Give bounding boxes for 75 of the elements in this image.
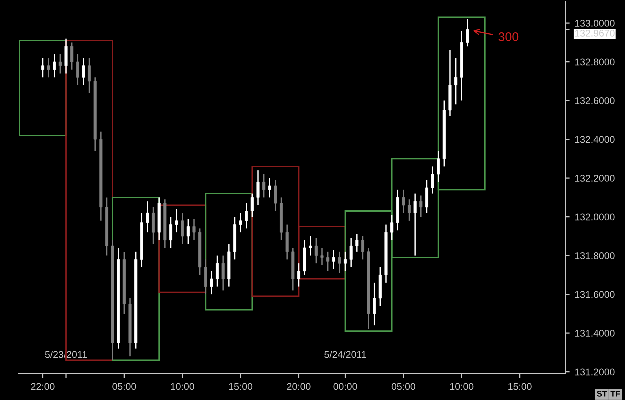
candlestick — [216, 255, 220, 288]
candlestick — [181, 212, 184, 245]
candlestick — [250, 193, 254, 218]
y-tick-label: 131.6000 — [575, 291, 615, 298]
candlestick — [420, 195, 423, 218]
y-tick-label: 132.2000 — [575, 175, 615, 182]
candlestick — [70, 42, 74, 70]
candlestick — [332, 249, 336, 270]
x-tick-label: 15:00 — [508, 383, 532, 390]
candlestick — [309, 236, 312, 256]
annotation: 300 — [498, 32, 519, 42]
x-tick-label: 10:00 — [450, 383, 474, 390]
x-tick-label: 05:00 — [392, 383, 416, 390]
candlestick — [41, 58, 45, 78]
candlestick — [425, 180, 428, 214]
candlestick — [53, 54, 56, 78]
candlestick — [414, 193, 417, 256]
candlestick — [356, 234, 359, 253]
candlestick — [454, 58, 458, 106]
x-tick-label: 15:00 — [229, 383, 253, 390]
candlestick — [239, 212, 242, 234]
y-tick-label: 133.0000 — [575, 20, 615, 27]
y-tick-label: 131.8000 — [575, 252, 615, 260]
candlestick — [64, 38, 68, 74]
candlestick — [186, 218, 190, 245]
candlestick — [286, 224, 289, 260]
candlestick — [88, 58, 92, 94]
candlestick — [47, 58, 50, 78]
candlestick — [378, 266, 382, 307]
candlestick — [373, 282, 376, 326]
candlestick — [303, 240, 306, 276]
x-tick-label: 00:00 — [334, 383, 358, 390]
y-tick-label: 131.4000 — [575, 330, 615, 337]
candlestick — [245, 202, 248, 230]
candlestick — [58, 54, 62, 74]
text: TF — [610, 391, 620, 397]
candlestick — [152, 206, 156, 245]
x-tick-label: 22:00 — [31, 383, 55, 390]
candlestick — [268, 178, 272, 198]
candlestick — [466, 18, 470, 48]
candlestick — [204, 259, 208, 296]
candlestick — [262, 174, 266, 198]
candlestick — [402, 189, 406, 214]
x2-tick-label: 5/24/2011 — [324, 351, 366, 358]
y-tick-label: 131.2000 — [575, 368, 615, 376]
candlestick — [175, 208, 178, 234]
text: ST — [597, 390, 608, 397]
candlestick — [297, 262, 300, 288]
candlestick — [344, 251, 348, 272]
candlestick — [210, 270, 214, 296]
candlestick — [408, 199, 412, 222]
candlestick — [169, 216, 172, 249]
candlestick — [361, 236, 364, 260]
y-tick-label: 132.8000 — [575, 58, 615, 66]
x-tick-label: 10:00 — [171, 383, 194, 390]
candlestick — [437, 150, 440, 183]
candlestick — [320, 247, 324, 266]
candlestick — [326, 251, 330, 272]
candlestick — [256, 170, 260, 206]
candlestick — [431, 166, 434, 194]
x-tick-label: 05:00 — [112, 383, 136, 390]
candlestick — [350, 238, 353, 268]
candlestick — [314, 238, 318, 264]
candlestick — [222, 255, 225, 292]
candlestick — [146, 200, 150, 234]
candlestick — [192, 218, 196, 241]
candlestick — [82, 58, 86, 86]
x-tick-label: 20:00 — [287, 383, 311, 390]
y-tick-label: 132.6000 — [575, 98, 615, 104]
candlestick — [338, 251, 342, 274]
y-tick-label: 132.4000 — [575, 136, 615, 144]
candlestick — [390, 214, 394, 241]
candlestick — [274, 180, 278, 212]
candlestick — [76, 54, 80, 86]
y-tick-label: 132.0000 — [575, 214, 615, 221]
